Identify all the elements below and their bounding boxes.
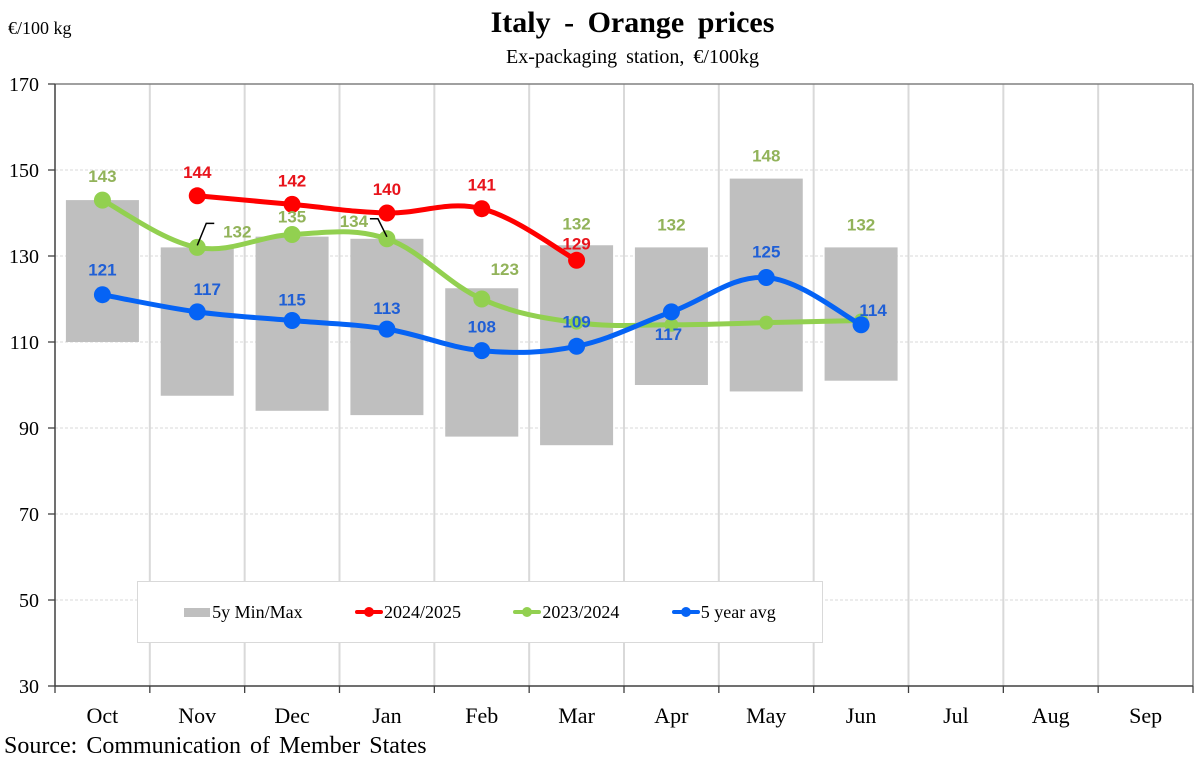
x-tick-label: Jul [943, 703, 969, 728]
data-label-max: 148 [752, 147, 780, 166]
y-tick-label: 50 [19, 590, 39, 612]
data-point-5-year-avg [188, 303, 206, 321]
data-label-5-year-avg: 117 [655, 325, 682, 344]
axes: 30 50 70 90 110 130 150 170 Oct Nov Dec Jan Feb Mar Ap… [9, 74, 1194, 728]
data-point-2023-2024 [473, 290, 491, 308]
min-max-bars [65, 178, 898, 446]
data-label-2024-2025: 144 [183, 163, 212, 182]
legend-label: 5 year avg [700, 601, 776, 622]
data-label-2023-2024: 132 [223, 222, 251, 241]
data-label-max: 132 [562, 214, 590, 233]
y-tick-label: 90 [19, 418, 39, 440]
data-point-2023-2024 [93, 191, 111, 209]
legend-swatch-min-max [184, 607, 211, 617]
data-point-2024-2025 [188, 187, 206, 205]
data-point-2024-2025 [378, 204, 396, 222]
data-label-2024-2025: 140 [373, 180, 401, 199]
data-point-2023-2024 [188, 238, 206, 256]
label-leader-line [196, 222, 215, 246]
data-label-max: 132 [657, 215, 685, 234]
legend-label: 2024/2025 [384, 601, 462, 622]
x-tick-label: Mar [558, 703, 595, 728]
x-tick-label: Sep [1129, 703, 1162, 728]
data-point-2024-2025 [283, 195, 301, 213]
data-label-2024-2025: 129 [562, 234, 590, 253]
chart-title: Italy - Orange prices [490, 6, 775, 39]
legend-swatch-2023-2024 [513, 606, 542, 618]
min-max-bar [65, 200, 139, 342]
data-point-5-year-avg [473, 342, 491, 360]
data-point-5-year-avg [662, 303, 680, 321]
y-tick-label: 30 [19, 676, 39, 698]
y-tick-label: 130 [9, 246, 39, 268]
x-tick-label: Nov [178, 703, 216, 728]
legend-item-5-year-avg: 5 year avg [671, 601, 776, 623]
data-label-5-year-avg: 113 [373, 299, 400, 318]
x-tick-label: Apr [654, 703, 689, 728]
x-tick-label: Dec [274, 703, 310, 728]
gridlines [55, 84, 1193, 686]
min-max-bar [160, 247, 234, 396]
data-point-5-year-avg [757, 269, 775, 286]
x-tick-label: Feb [465, 703, 498, 728]
data-label-5-year-avg: 108 [468, 318, 496, 337]
x-tick-label: Oct [87, 703, 119, 728]
x-tick-label: Jun [846, 703, 877, 728]
data-point-2023-2024 [283, 226, 301, 243]
legend-swatch-2024-2025 [355, 606, 384, 618]
data-labels: 144 142 140 141 129 143 132 135 134 123 132 132 148 1… [88, 147, 887, 344]
x-tick-label: Aug [1032, 703, 1070, 728]
data-label-max: 132 [847, 215, 875, 234]
series-lines [93, 187, 870, 360]
legend-item-min-max: 5y Min/Max [184, 602, 303, 623]
data-point-2024-2025 [473, 200, 491, 218]
data-label-5-year-avg: 114 [859, 301, 887, 320]
data-point-2023-2024 [378, 230, 396, 248]
min-max-bar [445, 288, 519, 437]
legend-item-2023-2024: 2023/2024 [513, 602, 619, 623]
data-point-2023-2024 [569, 315, 584, 330]
y-tick-label: 70 [19, 504, 39, 526]
data-point-5-year-avg [93, 286, 111, 304]
y-tick-label: 110 [10, 332, 39, 354]
legend: 5y Min/Max 2024/2025 2023/2024 5 year av… [137, 581, 823, 643]
data-point-2024-2025 [568, 251, 586, 269]
data-point-5-year-avg [378, 320, 396, 338]
data-label-2024-2025: 142 [278, 171, 306, 190]
data-point-2023-2024 [664, 317, 679, 332]
data-label-2023-2024: 123 [491, 260, 519, 279]
legend-label: 2023/2024 [542, 601, 620, 622]
y-axis-unit-label: €/100 kg [8, 18, 72, 38]
data-label-5-year-avg: 109 [562, 312, 590, 331]
data-point-5-year-avg [852, 316, 870, 334]
data-label-5-year-avg: 115 [278, 291, 305, 310]
data-label-2023-2024: 134 [340, 212, 369, 231]
data-label-2023-2024: 135 [278, 208, 306, 227]
data-label-2024-2025: 141 [468, 176, 496, 195]
y-tick-label: 150 [9, 160, 39, 182]
data-point-5-year-avg [568, 337, 586, 355]
y-tick-label: 170 [9, 74, 39, 96]
data-point-2023-2024 [759, 315, 774, 330]
data-label-5-year-avg: 125 [752, 243, 780, 262]
label-leader-line [369, 218, 388, 238]
data-label-2023-2024: 143 [88, 167, 116, 186]
legend-item-2024-2025: 2024/2025 [355, 602, 461, 623]
x-tick-label: May [746, 703, 786, 728]
data-point-5-year-avg [283, 312, 301, 329]
data-label-5-year-avg: 117 [194, 280, 221, 299]
data-label-5-year-avg: 121 [88, 261, 116, 280]
x-tick-label: Jan [372, 703, 401, 728]
legend-label: 5y Min/Max [212, 601, 303, 622]
legend-swatch-5-year-avg [671, 606, 700, 618]
source-note: Source: Communication of Member States [4, 733, 427, 759]
chart-subtitle: Ex-packaging station, €/100kg [506, 46, 759, 68]
